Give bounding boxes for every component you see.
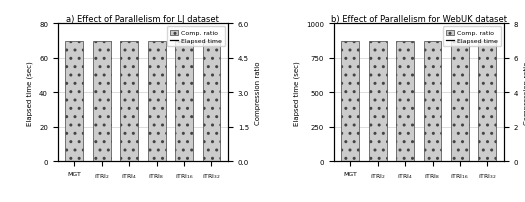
Bar bbox=[66, 41, 83, 162]
Bar bbox=[93, 41, 111, 162]
Bar bbox=[478, 41, 496, 162]
Bar bbox=[203, 41, 220, 162]
Bar bbox=[341, 41, 359, 162]
Bar bbox=[369, 41, 386, 162]
Bar bbox=[424, 41, 442, 162]
Bar bbox=[120, 41, 138, 162]
Legend: Comp. ratio, Elapsed time: Comp. ratio, Elapsed time bbox=[443, 27, 501, 47]
Y-axis label: Compression ratio: Compression ratio bbox=[524, 61, 525, 124]
Y-axis label: Elapsed time (sec): Elapsed time (sec) bbox=[294, 61, 300, 125]
Y-axis label: Elapsed time (sec): Elapsed time (sec) bbox=[27, 61, 34, 125]
Y-axis label: Compression ratio: Compression ratio bbox=[255, 61, 260, 124]
Title: a) Effect of Parallelism for LJ dataset: a) Effect of Parallelism for LJ dataset bbox=[67, 15, 219, 23]
Legend: Comp. ratio, Elapsed time: Comp. ratio, Elapsed time bbox=[167, 27, 225, 47]
Bar bbox=[396, 41, 414, 162]
Bar bbox=[175, 41, 193, 162]
Bar bbox=[148, 41, 165, 162]
Title: b) Effect of Parallelism for WebUK dataset: b) Effect of Parallelism for WebUK datas… bbox=[331, 15, 507, 23]
Bar bbox=[451, 41, 469, 162]
